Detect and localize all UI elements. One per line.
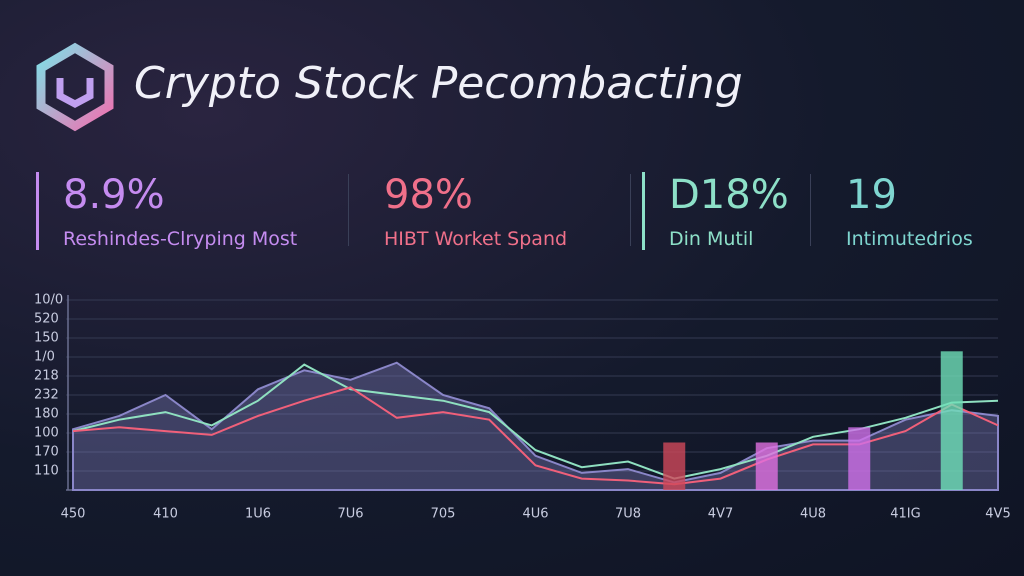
y-tick-label: 10/0: [34, 293, 63, 308]
stat-label: Intimutedrios: [846, 228, 973, 250]
line: [72, 386, 999, 486]
y-tick-label: 232: [34, 388, 59, 403]
y-tick-label: 110: [34, 464, 59, 479]
y-tick-label: 150: [34, 331, 59, 346]
y-tick-label: 180: [34, 407, 59, 422]
separator: [810, 174, 811, 246]
separator: [348, 174, 349, 246]
stat-value: 8.9%: [63, 172, 165, 218]
bar: [663, 442, 686, 490]
x-tick-label: 1U6: [245, 507, 271, 522]
x-tick-label: 705: [431, 507, 456, 522]
x-tick-label: 7U6: [337, 507, 363, 522]
bar: [848, 427, 871, 490]
stat-card: 19 Intimutedrios: [822, 172, 973, 250]
stat-value: 98%: [384, 172, 473, 218]
bar: [755, 442, 778, 490]
x-tick-label: 7U8: [615, 507, 641, 522]
stat-value: 19: [846, 172, 897, 218]
app-title: Crypto Stock Pecombacting: [134, 58, 743, 109]
x-tick-label: 4U8: [800, 507, 826, 522]
separator: [630, 174, 631, 246]
logo: [36, 42, 114, 132]
line: [72, 363, 999, 480]
x-tick-label: 410: [153, 507, 178, 522]
x-tick-label: 4V7: [708, 507, 733, 522]
stat-label: Reshindes-Clryping Most: [63, 228, 298, 250]
stat-label: Din Mutil: [669, 228, 754, 250]
y-tick-label: 1/0: [34, 350, 55, 365]
stat-card: 98% HIBT Worket Spand: [360, 172, 567, 250]
x-tick-label: 4V5: [985, 507, 1010, 522]
stat-value: D18%: [669, 172, 789, 218]
y-tick-label: 170: [34, 445, 59, 460]
x-tick-label: 4U6: [522, 507, 548, 522]
x-tick-label: 450: [61, 507, 86, 522]
stat-card: 8.9% Reshindes-Clryping Most: [36, 172, 297, 250]
stat-label: HIBT Worket Spand: [384, 228, 568, 250]
stat-card: D18% Din Mutil: [642, 172, 789, 250]
y-tick-label: 520: [34, 312, 59, 327]
x-tick-label: 41IG: [890, 507, 920, 522]
bar: [940, 351, 963, 490]
y-tick-label: 100: [34, 426, 59, 441]
y-tick-label: 218: [34, 369, 59, 384]
